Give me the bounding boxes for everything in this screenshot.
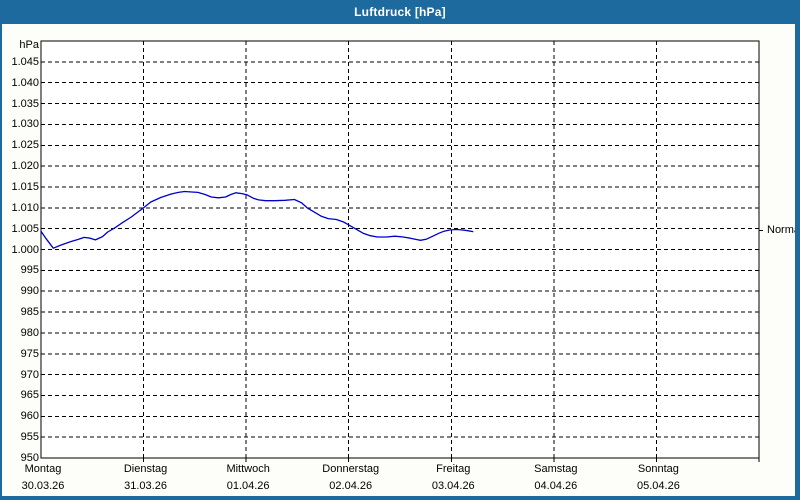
- y-axis-tick-label: 1.015: [11, 180, 39, 193]
- y-axis-unit-label: hPa: [19, 39, 39, 51]
- y-axis-tick-label: 990: [20, 285, 39, 298]
- x-axis-date-label: 01.04.26: [226, 480, 270, 492]
- window-titlebar: Luftdruck [hPa]: [2, 0, 795, 24]
- x-axis-date-label: 05.04.26: [637, 480, 680, 492]
- x-axis-date-label: 02.04.26: [329, 480, 373, 492]
- x-axis-day-label: Mittwoch: [226, 463, 270, 475]
- x-axis-date-label: 03.04.26: [431, 480, 475, 492]
- y-axis-tick-label: 1.030: [11, 118, 39, 131]
- y-axis-tick-label: 995: [20, 264, 39, 277]
- x-axis-date-label: 31.03.26: [124, 480, 167, 492]
- y-axis-tick-label: 970: [20, 368, 39, 381]
- y-axis-tick-label: 1.025: [11, 139, 39, 152]
- x-axis-day-label: Montag: [24, 463, 62, 475]
- y-axis-tick-label: 1.040: [11, 76, 39, 89]
- x-axis-date-label: 30.03.26: [21, 480, 65, 492]
- x-axis-date-label: 04.04.26: [534, 480, 578, 492]
- window-title: Luftdruck [hPa]: [354, 5, 446, 19]
- y-axis-tick-label: 1.000: [11, 243, 39, 256]
- pressure-curve: [40, 190, 474, 249]
- y-axis-tick-label: 1.045: [11, 55, 39, 68]
- x-axis-day-label: Donnerstag: [322, 463, 380, 475]
- y-axis-tick-label: 980: [20, 326, 39, 339]
- y-axis-tick-label: 985: [20, 306, 39, 319]
- y-axis-tick-label: 975: [20, 347, 39, 360]
- x-axis-day-label: Samstag: [534, 463, 578, 475]
- y-axis-tick-label: 1.020: [11, 160, 39, 173]
- y-axis-tick-label: 960: [20, 410, 39, 423]
- y-axis-tick-label: 950: [20, 452, 39, 464]
- y-axis-tick-label: 1.005: [11, 222, 39, 235]
- y-axis-tick-label: 955: [20, 431, 39, 444]
- y-axis-tick-label: 965: [20, 389, 39, 402]
- x-axis-day-label: Freitag: [436, 463, 471, 475]
- y-axis-tick-label: 1.010: [11, 201, 39, 214]
- y-axis-tick-label: 1.035: [11, 97, 39, 110]
- x-axis-day-label: Sonntag: [637, 463, 679, 475]
- normal-annotation-label: Normal: [767, 224, 800, 237]
- x-axis-day-label: Dienstag: [123, 463, 168, 475]
